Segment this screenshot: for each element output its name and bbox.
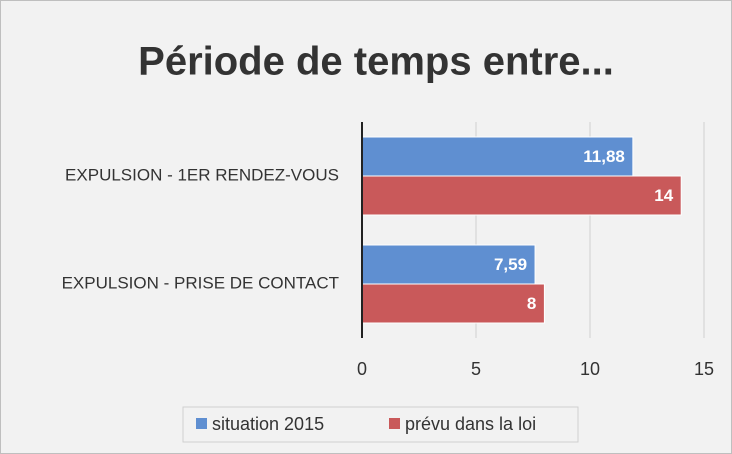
data-label: 11,88 xyxy=(583,147,625,166)
data-label: 14 xyxy=(654,186,673,205)
y-tick-label: EXPULSION - 1ER RENDEZ-VOUS xyxy=(65,165,339,184)
legend-swatch xyxy=(389,418,400,429)
chart-title: Période de temps entre... xyxy=(138,40,614,84)
bar xyxy=(361,283,545,324)
x-tick-label: 0 xyxy=(357,359,367,379)
legend-label: situation 2015 xyxy=(212,414,324,434)
x-tick-label: 10 xyxy=(580,359,600,379)
legend-box xyxy=(182,406,579,443)
data-label: 8 xyxy=(527,294,536,313)
x-tick-label: 15 xyxy=(694,359,714,379)
legend-swatch xyxy=(196,418,207,429)
bar xyxy=(361,244,536,285)
legend-label: prévu dans la loi xyxy=(405,414,536,434)
x-tick-label: 5 xyxy=(471,359,481,379)
bar xyxy=(361,175,682,216)
y-tick-label: EXPULSION - PRISE DE CONTACT xyxy=(62,273,339,292)
data-label: 7,59 xyxy=(494,255,527,274)
